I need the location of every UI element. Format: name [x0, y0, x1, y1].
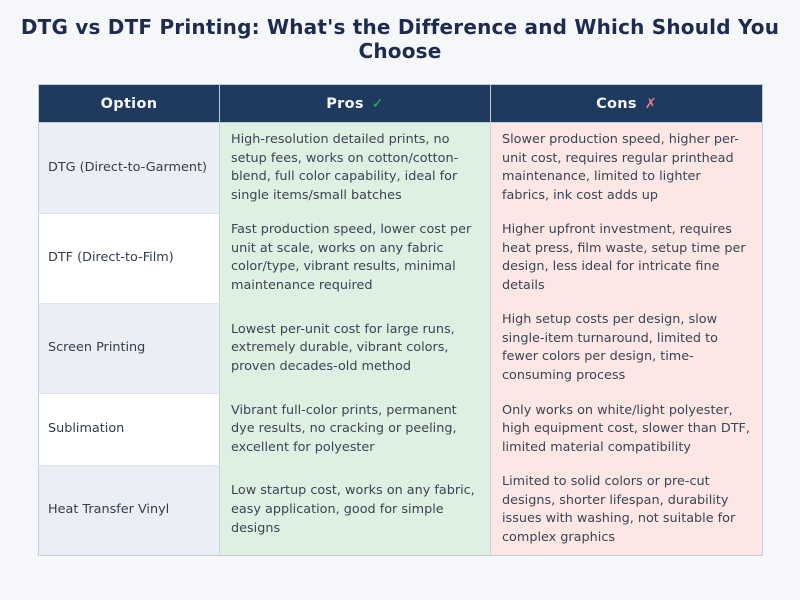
option-cell: Heat Transfer Vinyl	[38, 465, 220, 556]
cons-cell: Slower production speed, higher per-unit…	[490, 122, 763, 214]
comparison-table-container: Option Pros ✓ Cons ✗ DTG (Direct-to-Garmen…	[38, 84, 763, 557]
table-row-heat-transfer-vinyl: Heat Transfer Vinyl Low startup cost, wo…	[38, 465, 763, 556]
page-title: DTG vs DTF Printing: What's the Differen…	[20, 15, 780, 63]
table-row-screen-printing: Screen Printing Lowest per-unit cost for…	[38, 303, 763, 395]
pros-cell: Lowest per-unit cost for large runs, ext…	[219, 303, 491, 394]
column-header-pros: Pros ✓	[219, 84, 491, 123]
pros-cell: Fast production speed, lower cost per un…	[219, 213, 491, 304]
option-cell: DTG (Direct-to-Garment)	[38, 122, 220, 214]
table-row-dtg: DTG (Direct-to-Garment) High-resolution …	[38, 122, 763, 214]
option-cell: Screen Printing	[38, 303, 220, 395]
pros-cell: Low startup cost, works on any fabric, e…	[219, 465, 491, 556]
table-row-dtf: DTF (Direct-to-Film) Fast production spe…	[38, 213, 763, 304]
cons-cell: High setup costs per design, slow single…	[490, 303, 763, 394]
comparison-table: Option Pros ✓ Cons ✗ DTG (Direct-to-Garmen…	[38, 84, 763, 557]
column-header-cons-label: Cons	[596, 95, 637, 112]
option-cell: Sublimation	[38, 393, 220, 466]
column-header-option: Option	[38, 84, 220, 123]
table-header-row: Option Pros ✓ Cons ✗	[38, 84, 763, 123]
option-cell: DTF (Direct-to-Film)	[38, 213, 220, 304]
x-icon: ✗	[644, 95, 657, 112]
cons-cell: Limited to solid colors or pre-cut desig…	[490, 465, 763, 556]
pros-cell: Vibrant full-color prints, permanent dye…	[219, 393, 491, 466]
cons-cell: Higher upfront investment, requires heat…	[490, 213, 763, 304]
column-header-option-label: Option	[100, 95, 158, 112]
pros-cell: High-resolution detailed prints, no setu…	[219, 122, 491, 214]
cons-cell: Only works on white/light polyester, hig…	[490, 393, 763, 466]
check-icon: ✓	[371, 95, 384, 112]
table-row-sublimation: Sublimation Vibrant full-color prints, p…	[38, 393, 763, 466]
column-header-pros-label: Pros	[326, 95, 364, 112]
column-header-cons: Cons ✗	[490, 84, 763, 123]
